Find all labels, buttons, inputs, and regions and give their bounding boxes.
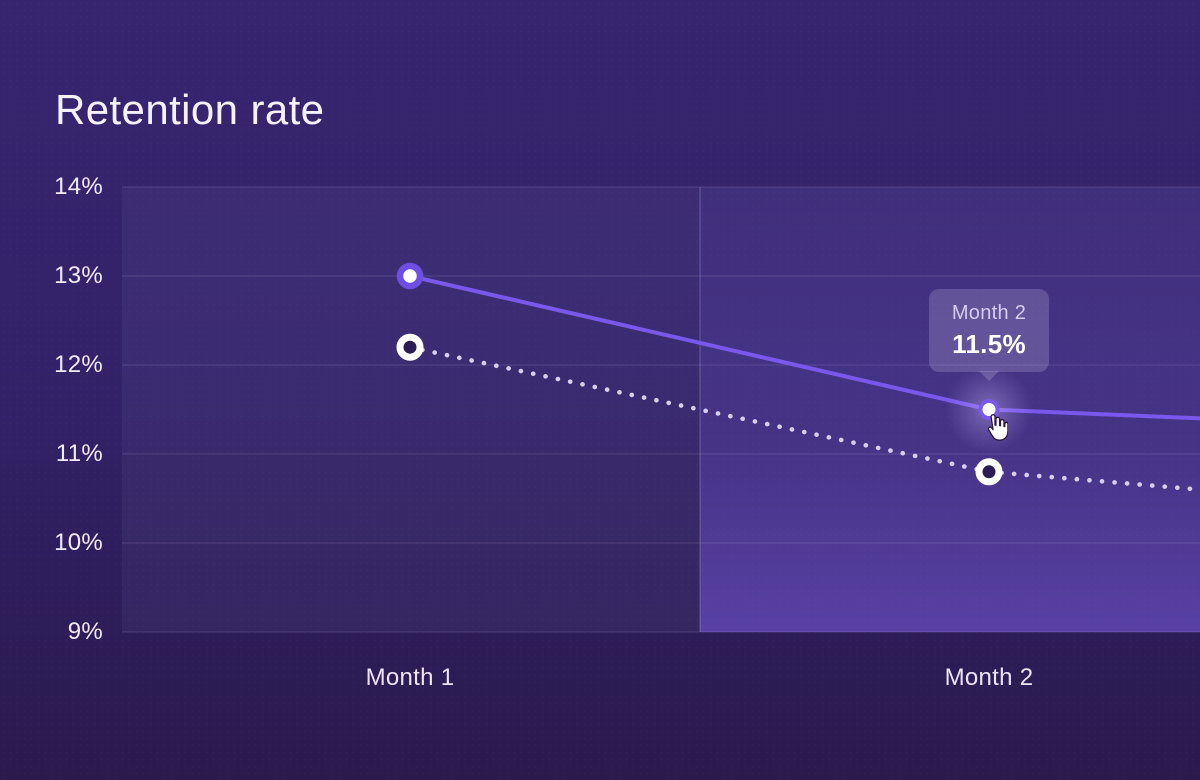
y-axis-tick-label: 13% [54, 262, 103, 289]
chart-title: Retention rate [55, 86, 325, 133]
y-axis-tick-label: 9% [67, 618, 103, 645]
y-axis-tick-label: 11% [55, 440, 103, 467]
data-point-solid-month-1[interactable] [396, 262, 424, 290]
y-axis-tick-label: 10% [54, 529, 103, 556]
tooltip-value: 11.5% [952, 328, 1026, 359]
tooltip: Month 2 11.5% [929, 288, 1049, 381]
x-axis-category-label: Month 2 [944, 664, 1034, 691]
y-axis-tick-label: 12% [54, 351, 103, 378]
data-point-dotted-month-1[interactable] [396, 333, 424, 361]
tooltip-category-label: Month 2 [951, 301, 1027, 324]
x-axis-category-label: Month 1 [365, 664, 455, 691]
cursor-pointer-icon [987, 413, 1008, 441]
y-axis-tick-label: 14% [54, 173, 103, 200]
tooltip-arrow [979, 370, 999, 381]
data-point-dotted-month-2[interactable] [975, 458, 1003, 486]
